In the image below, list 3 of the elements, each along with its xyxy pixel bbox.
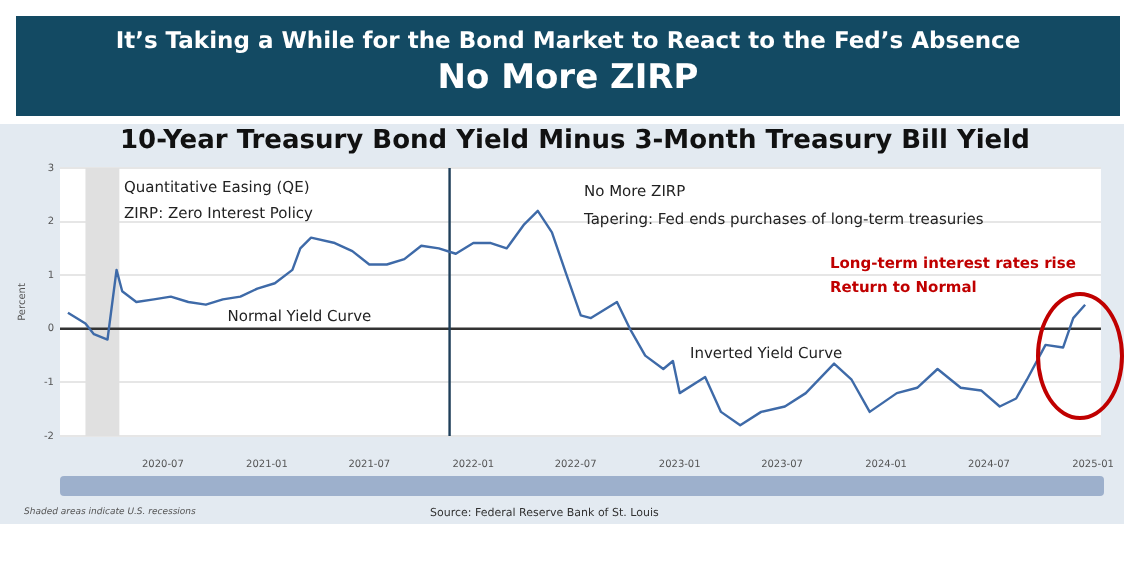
chart-subtitle: No More ZIRP bbox=[435, 58, 701, 98]
chart-title: It’s Taking a While for the Bond Market to React to the Fed’s Absence bbox=[113, 26, 1023, 54]
text: 10-Year Treasury Bond Yield Minus 3-Month Treasury Bill Yield bbox=[120, 126, 1030, 157]
